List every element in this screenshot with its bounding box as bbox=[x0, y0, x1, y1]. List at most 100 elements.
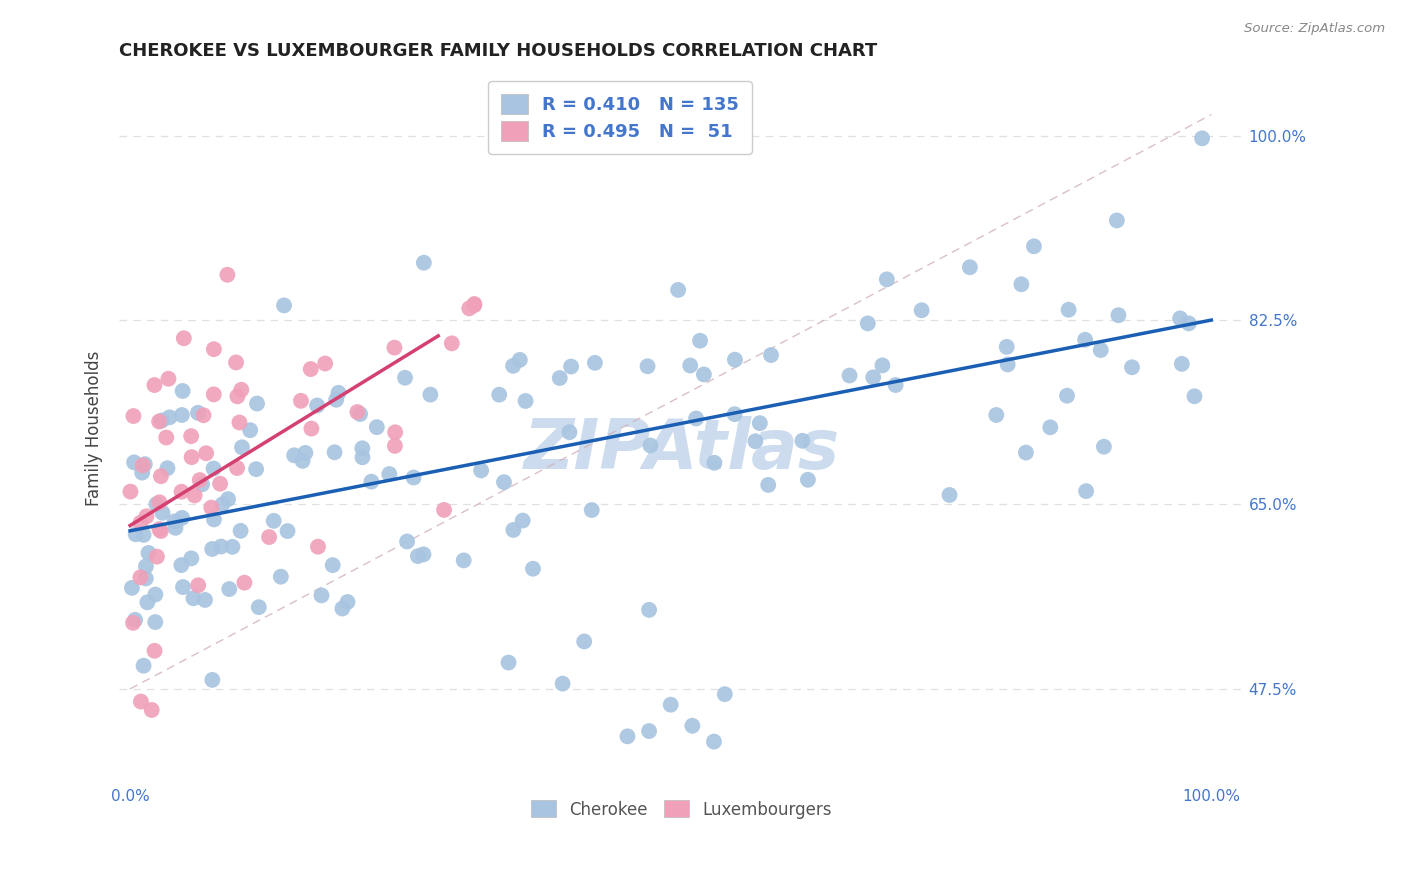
Point bbox=[157, 372, 180, 386]
Point bbox=[172, 580, 194, 594]
Point bbox=[187, 406, 209, 420]
Text: ZIPAtlas: ZIPAtlas bbox=[523, 416, 839, 483]
Point bbox=[515, 394, 537, 409]
Point bbox=[263, 514, 285, 528]
Point bbox=[862, 370, 884, 384]
Point bbox=[307, 399, 329, 413]
Point bbox=[124, 613, 146, 627]
Point bbox=[194, 593, 217, 607]
Point bbox=[221, 540, 243, 554]
Point bbox=[1105, 213, 1128, 227]
Point bbox=[148, 495, 170, 509]
Point bbox=[225, 355, 247, 369]
Point bbox=[187, 578, 209, 592]
Point bbox=[440, 336, 463, 351]
Point bbox=[876, 272, 898, 286]
Point bbox=[1022, 239, 1045, 253]
Point bbox=[959, 260, 981, 275]
Point bbox=[201, 673, 224, 687]
Point bbox=[129, 516, 152, 530]
Point bbox=[170, 484, 193, 499]
Point bbox=[146, 549, 169, 564]
Point bbox=[299, 362, 322, 376]
Point bbox=[290, 393, 312, 408]
Point bbox=[463, 298, 485, 312]
Point bbox=[396, 534, 419, 549]
Point bbox=[551, 676, 574, 690]
Point bbox=[402, 470, 425, 484]
Point bbox=[1074, 333, 1097, 347]
Point bbox=[689, 334, 711, 348]
Point bbox=[360, 475, 382, 489]
Point bbox=[463, 297, 485, 311]
Point bbox=[173, 331, 195, 345]
Point bbox=[180, 450, 202, 464]
Point bbox=[548, 371, 571, 385]
Point bbox=[685, 411, 707, 425]
Point bbox=[1090, 343, 1112, 357]
Point bbox=[703, 456, 725, 470]
Point bbox=[155, 431, 177, 445]
Point bbox=[1056, 389, 1078, 403]
Point bbox=[132, 458, 155, 473]
Point bbox=[195, 446, 218, 460]
Point bbox=[1121, 360, 1143, 375]
Point bbox=[209, 476, 232, 491]
Point bbox=[1177, 317, 1199, 331]
Y-axis label: Family Households: Family Households bbox=[86, 351, 103, 506]
Point bbox=[283, 448, 305, 462]
Point bbox=[172, 384, 194, 398]
Point bbox=[583, 356, 606, 370]
Point bbox=[997, 358, 1019, 372]
Point bbox=[245, 462, 267, 476]
Point bbox=[307, 540, 329, 554]
Point bbox=[121, 581, 143, 595]
Point bbox=[349, 407, 371, 421]
Point bbox=[856, 317, 879, 331]
Point bbox=[412, 547, 434, 561]
Point bbox=[246, 396, 269, 410]
Point bbox=[239, 423, 262, 437]
Point bbox=[136, 595, 159, 609]
Point bbox=[394, 371, 416, 385]
Point bbox=[276, 524, 298, 538]
Point bbox=[616, 729, 638, 743]
Point bbox=[314, 357, 336, 371]
Point bbox=[703, 734, 725, 748]
Point bbox=[129, 694, 152, 708]
Point bbox=[294, 446, 316, 460]
Point bbox=[1191, 131, 1213, 145]
Point bbox=[120, 484, 142, 499]
Point bbox=[659, 698, 682, 712]
Point bbox=[148, 522, 170, 536]
Point bbox=[995, 340, 1018, 354]
Point bbox=[180, 429, 202, 443]
Point bbox=[143, 644, 166, 658]
Point bbox=[163, 514, 186, 528]
Point bbox=[679, 359, 702, 373]
Point bbox=[498, 656, 520, 670]
Point bbox=[1107, 308, 1129, 322]
Point bbox=[748, 416, 770, 430]
Point bbox=[512, 514, 534, 528]
Point bbox=[384, 341, 406, 355]
Point bbox=[226, 461, 249, 475]
Point bbox=[756, 478, 779, 492]
Point bbox=[149, 524, 172, 538]
Point bbox=[233, 575, 256, 590]
Point bbox=[231, 440, 253, 454]
Point bbox=[638, 724, 661, 739]
Point bbox=[183, 488, 205, 502]
Point bbox=[332, 601, 354, 615]
Point bbox=[723, 407, 745, 421]
Point bbox=[149, 469, 172, 483]
Point bbox=[366, 420, 388, 434]
Point bbox=[938, 488, 960, 502]
Point bbox=[713, 687, 735, 701]
Point bbox=[145, 497, 167, 511]
Point bbox=[311, 589, 333, 603]
Point bbox=[470, 463, 492, 477]
Point bbox=[226, 389, 249, 403]
Text: Source: ZipAtlas.com: Source: ZipAtlas.com bbox=[1244, 22, 1385, 36]
Point bbox=[150, 413, 173, 427]
